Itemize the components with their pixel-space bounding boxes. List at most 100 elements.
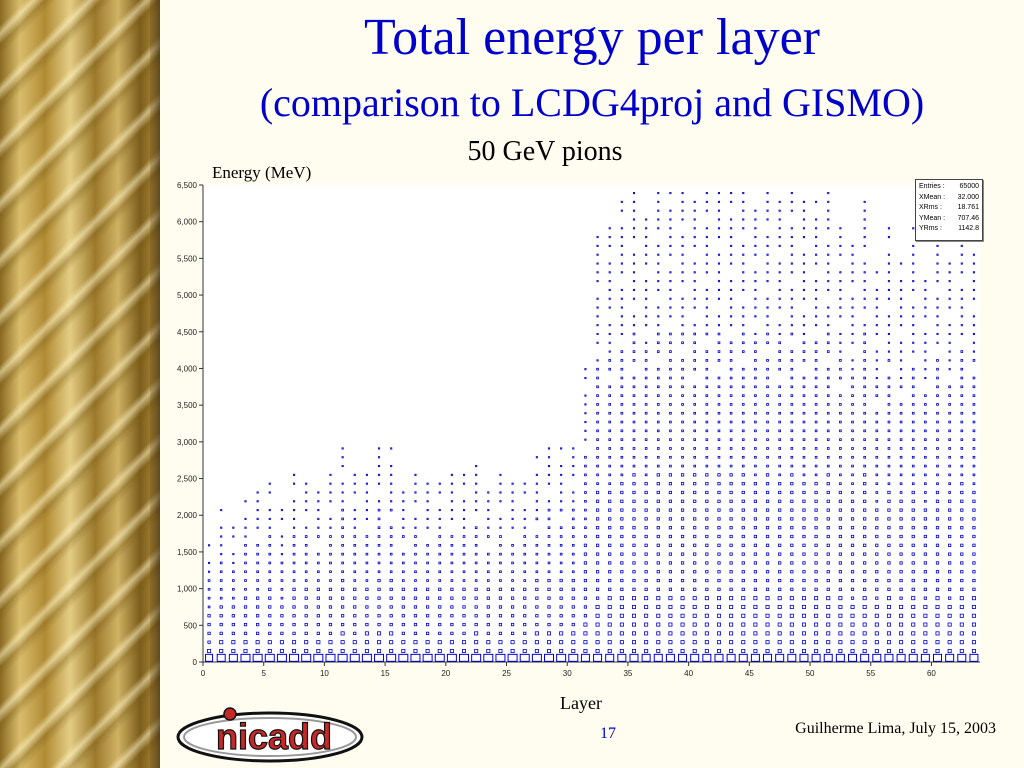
data-box: [814, 455, 818, 459]
data-box: [911, 464, 915, 468]
data-box: [960, 350, 964, 353]
data-box: [669, 367, 672, 371]
data-box: [584, 420, 587, 424]
data-box: [814, 552, 818, 556]
data-box: [936, 341, 939, 344]
data-box: [778, 561, 782, 565]
data-box: [899, 385, 903, 389]
data-box: [523, 491, 526, 494]
data-box: [730, 315, 733, 318]
data-box: [389, 578, 393, 583]
data-box: [754, 447, 757, 450]
data-box: [839, 411, 842, 415]
data-box: [778, 350, 781, 353]
data-box: [875, 499, 879, 503]
data-box: [256, 570, 259, 574]
data-box: [389, 605, 393, 609]
data-box: [329, 526, 332, 529]
data-box: [741, 596, 746, 601]
data-box: [219, 640, 224, 645]
data-box: [778, 420, 781, 424]
data-box: [620, 490, 624, 495]
data-box: [863, 561, 867, 565]
data-box: [826, 367, 830, 371]
data-box: [729, 587, 733, 591]
data-box: [511, 570, 514, 574]
data-box: [361, 653, 372, 662]
data-box: [644, 631, 649, 636]
data-box: [607, 622, 612, 627]
data-box: [814, 411, 818, 415]
data-box: [669, 420, 672, 424]
data-box: [827, 271, 830, 274]
data-box: [705, 262, 708, 265]
data-box: [705, 578, 709, 583]
data-box: [863, 394, 866, 397]
data-box: [268, 605, 272, 609]
data-box: [232, 588, 235, 591]
data-box: [268, 587, 272, 591]
data-box: [619, 640, 624, 645]
data-box: [583, 622, 588, 627]
data-box: [595, 578, 600, 583]
data-box: [802, 499, 806, 503]
data-box: [972, 332, 975, 336]
data-box: [608, 411, 612, 415]
data-box: [681, 411, 684, 415]
data-box: [960, 570, 964, 574]
data-box: [802, 297, 806, 300]
data-box: [790, 306, 793, 309]
data-box: [802, 227, 806, 230]
data-box: [669, 385, 672, 389]
data-box: [580, 653, 590, 662]
data-box: [313, 653, 324, 662]
data-box: [765, 526, 770, 530]
data-box: [669, 236, 672, 239]
data-box: [717, 517, 721, 521]
data-box: [789, 604, 794, 609]
data-box: [948, 385, 951, 389]
data-box: [936, 306, 939, 309]
data-box: [874, 640, 879, 645]
data-box: [681, 420, 684, 424]
data-box: [766, 447, 769, 450]
data-box: [645, 227, 648, 230]
data-box: [887, 517, 891, 521]
data-box: [911, 578, 915, 583]
data-box: [717, 262, 721, 265]
data-box: [862, 648, 867, 653]
data-box: [693, 288, 696, 291]
data-box: [717, 350, 721, 353]
data-box: [693, 200, 696, 203]
data-box: [887, 464, 891, 468]
data-box: [790, 315, 793, 318]
data-box: [827, 192, 830, 195]
data-box: [438, 631, 442, 635]
data-box: [960, 385, 964, 389]
data-box: [317, 579, 320, 582]
data-box: [790, 236, 793, 239]
data-box: [207, 596, 211, 600]
data-box: [827, 306, 830, 309]
data-box: [390, 447, 393, 450]
data-box: [620, 367, 624, 371]
data-box: [341, 614, 345, 618]
data-box: [826, 648, 831, 653]
data-box: [850, 534, 855, 539]
data-box: [766, 192, 769, 195]
data-box: [960, 438, 964, 441]
data-box: [765, 578, 770, 583]
data-box: [328, 596, 333, 600]
data-box: [292, 605, 296, 609]
data-box: [765, 613, 770, 618]
data-box: [742, 200, 745, 203]
data-box: [523, 631, 527, 635]
data-box: [814, 367, 818, 371]
data-box: [534, 648, 539, 653]
data-box: [801, 640, 806, 645]
data-box: [280, 517, 283, 520]
data-box: [899, 473, 903, 477]
data-box: [790, 253, 793, 256]
data-box: [948, 359, 951, 362]
data-box: [693, 244, 696, 247]
